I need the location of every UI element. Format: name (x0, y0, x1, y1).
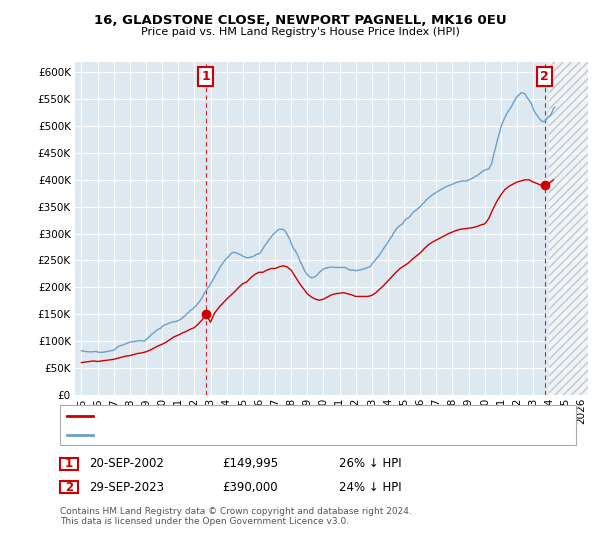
Text: 16, GLADSTONE CLOSE, NEWPORT PAGNELL, MK16 0EU: 16, GLADSTONE CLOSE, NEWPORT PAGNELL, MK… (94, 14, 506, 27)
Bar (549, 62, 588, 395)
Text: £149,995: £149,995 (222, 457, 278, 470)
Text: 26% ↓ HPI: 26% ↓ HPI (339, 457, 401, 470)
Text: 2: 2 (541, 70, 549, 83)
Text: HPI: Average price, detached house, Milton Keynes: HPI: Average price, detached house, Milt… (97, 430, 362, 440)
Text: 1: 1 (65, 457, 73, 470)
Text: 29-SEP-2023: 29-SEP-2023 (89, 480, 164, 494)
Text: 16, GLADSTONE CLOSE, NEWPORT PAGNELL, MK16 0EU (detached house): 16, GLADSTONE CLOSE, NEWPORT PAGNELL, MK… (97, 411, 481, 421)
Text: 1: 1 (202, 70, 211, 83)
Text: 20-SEP-2002: 20-SEP-2002 (89, 457, 164, 470)
Bar (549, 62, 588, 395)
Text: Price paid vs. HM Land Registry's House Price Index (HPI): Price paid vs. HM Land Registry's House … (140, 27, 460, 37)
Text: 2: 2 (65, 480, 73, 494)
Text: 24% ↓ HPI: 24% ↓ HPI (339, 480, 401, 494)
Text: Contains HM Land Registry data © Crown copyright and database right 2024.
This d: Contains HM Land Registry data © Crown c… (60, 507, 412, 526)
Text: £390,000: £390,000 (222, 480, 278, 494)
